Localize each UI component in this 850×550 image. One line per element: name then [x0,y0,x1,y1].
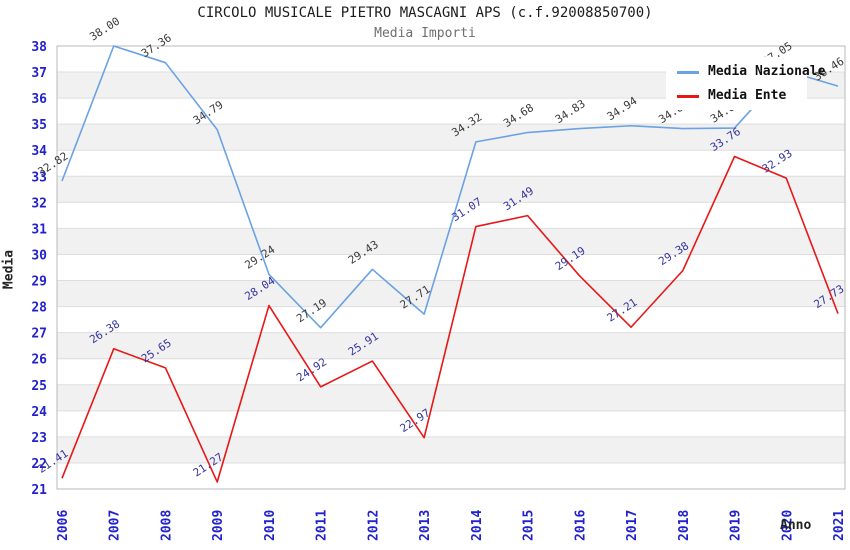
y-tick-label: 27 [31,327,47,342]
x-tick-label: 2019 [729,510,744,541]
y-tick-label: 31 [31,222,47,237]
y-tick-label: 21 [31,483,47,498]
y-tick-label: 34 [31,144,47,159]
x-tick-label: 2017 [625,510,640,541]
y-tick-label: 35 [31,118,47,133]
x-tick-label: 2013 [418,510,433,541]
chart-subtitle: Media Importi [374,26,476,41]
y-tick-label: 37 [31,66,47,81]
point-label: 34.83 [553,97,588,126]
grid-band [57,332,845,359]
x-tick-label: 2014 [470,510,485,541]
series-line-media-nazionale [61,45,839,329]
media-ente-line-swatch-icon [677,94,699,98]
y-tick-label: 36 [31,92,47,107]
x-tick-label: 2011 [315,510,330,541]
x-tick-label: 2020 [780,510,795,541]
y-tick-label: 38 [31,40,47,55]
legend: Media Nazionale Media Ente [666,57,825,110]
x-tick-label: 2012 [366,510,381,541]
legend-entry-media-ente: Media Ente [677,88,803,104]
x-tick-label: 2015 [522,510,537,541]
chart-title: CIRCOLO MUSICALE PIETRO MASCAGNI APS (c.… [197,5,653,21]
y-tick-label: 28 [31,301,47,316]
x-tick-label: 2010 [263,510,278,541]
x-tick-label: 2006 [56,510,71,541]
y-tick-label: 25 [31,379,47,394]
series-line-media-ente [61,155,839,483]
grid-band [57,384,845,411]
y-tick-label: 29 [31,275,47,290]
media-nazionale-line-swatch-icon [677,70,699,74]
legend-entry-media-nazionale: Media Nazionale [677,64,825,80]
point-label: 32.93 [760,147,795,176]
y-tick-label: 32 [31,196,47,211]
grid-band [57,436,845,463]
x-tick-label: 2008 [159,510,174,541]
point-label: 24.92 [294,355,329,384]
y-tick-label: 24 [31,405,47,420]
y-tick-label: 26 [31,353,47,368]
x-tick-label: 2016 [573,510,588,541]
y-tick-label: 22 [31,457,47,472]
grid-band [57,228,845,255]
legend-label: Media Nazionale [708,64,826,79]
x-tick-label: 2007 [108,510,123,541]
grid-band [57,280,845,307]
y-axis-title: Media [1,249,17,290]
x-tick-label: 2018 [677,510,692,541]
y-tick-label: 23 [31,431,47,446]
y-tick-label: 30 [31,248,47,263]
y-tick-label: 33 [31,170,47,185]
legend-label: Media Ente [708,88,787,103]
grid-band [57,176,845,203]
plot-border [56,45,846,490]
x-axis-title: Anno [780,518,812,533]
x-tick-label: 2021 [832,510,847,541]
x-tick-label: 2009 [211,510,226,541]
